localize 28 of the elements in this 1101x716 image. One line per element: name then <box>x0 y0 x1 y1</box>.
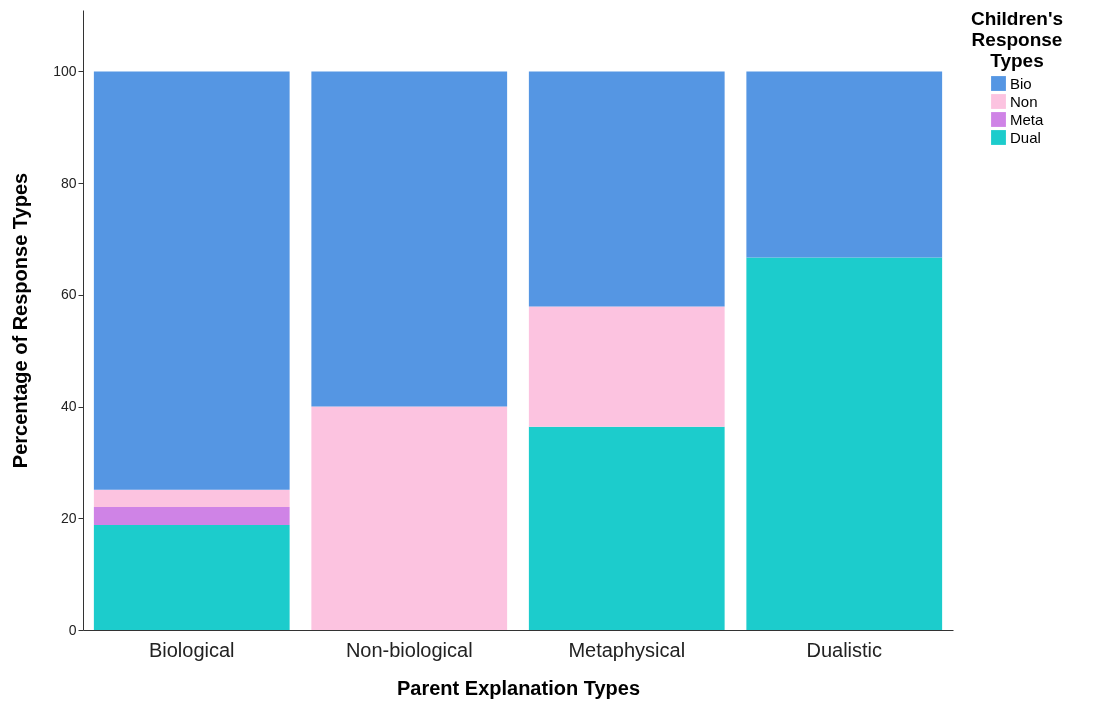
bar <box>528 71 725 307</box>
x-tick-label: Metaphysical <box>568 638 686 661</box>
legend-label: Dual <box>1010 128 1041 146</box>
bar <box>311 71 508 407</box>
y-tick-label: 0 <box>68 621 77 638</box>
y-tick-label: 20 <box>60 509 77 526</box>
bar <box>311 406 508 630</box>
bar <box>746 257 943 630</box>
bar <box>746 71 943 258</box>
y-axis-title: Percentage of Response Types <box>9 172 32 469</box>
bar <box>93 71 290 490</box>
y-tick-label: 60 <box>60 286 77 303</box>
legend-title: Children's Response Types <box>970 8 1064 71</box>
legend-label: Bio <box>1010 74 1032 92</box>
x-tick-label: Biological <box>148 638 235 661</box>
bar <box>93 489 290 508</box>
x-axis-title: Parent Explanation Types <box>396 676 641 699</box>
y-tick-label: 40 <box>60 398 77 415</box>
x-tick-label: Non-biological <box>345 638 473 661</box>
bar <box>93 507 290 525</box>
y-tick-label: 100 <box>53 62 77 79</box>
legend-label: Meta <box>1010 110 1044 128</box>
bar <box>528 306 725 427</box>
legend-label: Non <box>1010 92 1038 110</box>
bar <box>528 426 725 630</box>
x-tick-label: Dualistic <box>806 638 883 661</box>
y-tick-label: 80 <box>60 174 77 191</box>
bar <box>93 524 290 630</box>
